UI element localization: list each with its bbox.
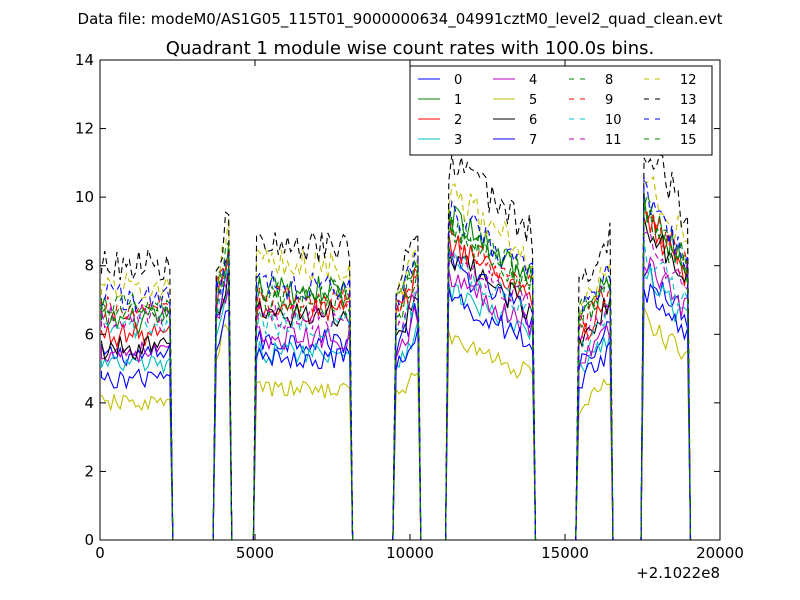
series-line-0 [100, 253, 692, 541]
y-tick-label: 2 [84, 462, 94, 480]
series-line-6 [100, 217, 692, 541]
series-line-9 [100, 213, 692, 541]
x-tick-label: 0 [95, 544, 105, 562]
legend-frame [409, 65, 713, 156]
y-tick-label: 6 [84, 325, 94, 343]
series-layer [100, 154, 692, 541]
y-tick-label: 12 [75, 120, 94, 138]
chart-title: Quadrant 1 module wise count rates with … [166, 38, 655, 59]
y-tick-label: 10 [75, 188, 94, 206]
legend-label-12: 12 [680, 73, 697, 88]
legend-label-13: 13 [680, 93, 697, 108]
series-line-11 [100, 231, 692, 541]
y-tick-label: 4 [84, 394, 94, 412]
x-tick-label: 15000 [541, 544, 589, 562]
legend-label-14: 14 [680, 113, 697, 128]
series-line-5 [100, 307, 692, 541]
legend-label-1: 1 [454, 93, 462, 108]
y-tick-label: 8 [84, 257, 94, 275]
series-line-3 [100, 266, 692, 541]
legend-label-10: 10 [605, 113, 622, 128]
series-line-7 [100, 282, 692, 541]
legend-label-9: 9 [605, 93, 613, 108]
legend-label-5: 5 [529, 93, 537, 108]
series-line-15 [100, 205, 692, 541]
x-tick-label: 5000 [236, 544, 274, 562]
x-tick-label: 20000 [696, 544, 744, 562]
y-tick-label: 0 [84, 531, 94, 549]
x-offset-label: +2.1022e8 [636, 564, 720, 582]
series-line-1 [100, 192, 692, 541]
x-tick-label: 10000 [386, 544, 434, 562]
legend-label-3: 3 [454, 133, 462, 148]
legend-label-11: 11 [605, 133, 622, 148]
legend-label-7: 7 [529, 133, 537, 148]
legend-label-15: 15 [680, 133, 697, 148]
series-line-10 [100, 239, 692, 541]
series-line-2 [100, 211, 692, 541]
legend-label-6: 6 [529, 113, 537, 128]
legend-label-2: 2 [454, 113, 462, 128]
series-line-12 [100, 175, 692, 541]
series-line-14 [100, 177, 692, 541]
legend-label-0: 0 [454, 73, 462, 88]
y-tick-label: 14 [75, 51, 94, 69]
series-line-13 [100, 154, 692, 541]
legend-label-8: 8 [605, 73, 613, 88]
chart-suptitle: Data file: modeM0/AS1G05_115T01_90000006… [78, 10, 723, 29]
legend-label-4: 4 [529, 73, 537, 88]
series-line-4 [100, 256, 692, 541]
